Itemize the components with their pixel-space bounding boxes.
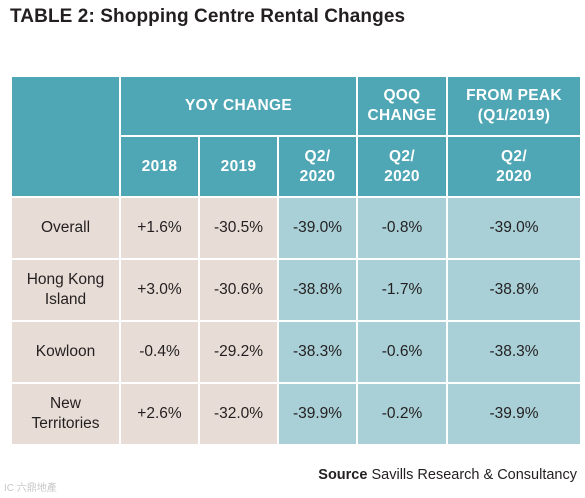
cell-from-peak: -39.0% xyxy=(446,196,582,260)
watermark-logo: IC 六鼎地產 xyxy=(4,483,57,494)
header-qoq-q2-2020: Q2/ 2020 xyxy=(356,135,448,198)
rental-changes-table: YOY CHANGE QOQ CHANGE FROM PEAK (Q1/2019… xyxy=(10,75,582,446)
header-peak-line2: (Q1/2019) xyxy=(477,107,551,124)
table-row-overall: Overall +1.6% -30.5% -39.0% -0.8% -39.0% xyxy=(10,196,582,260)
row-label: Hong Kong Island xyxy=(10,258,121,322)
header-yoy-change: YOY CHANGE xyxy=(119,75,358,137)
cell-qoq: -0.2% xyxy=(356,382,448,446)
header-qoq-line1: QOQ xyxy=(383,87,421,104)
cell-2019: -30.6% xyxy=(198,258,279,322)
cell-qoq: -1.7% xyxy=(356,258,448,322)
row-label: Overall xyxy=(10,196,121,260)
cell-from-peak: -39.9% xyxy=(446,382,582,446)
table-row-kowloon: Kowloon -0.4% -29.2% -38.3% -0.6% -38.3% xyxy=(10,320,582,384)
cell-qoq: -0.8% xyxy=(356,196,448,260)
header-q2-line1: Q2/ xyxy=(304,147,331,165)
header-q2-line2: 2020 xyxy=(299,167,336,185)
row-label-line1: Kowloon xyxy=(35,343,96,360)
source-text: Savills Research & Consultancy xyxy=(367,467,577,483)
header-corner xyxy=(10,75,121,198)
row-label: New Territories xyxy=(10,382,121,446)
header-q2-line2: 2020 xyxy=(496,167,532,185)
row-label-line2: Territories xyxy=(31,415,100,432)
cell-2019: -29.2% xyxy=(198,320,279,384)
header-peak-line1: FROM PEAK xyxy=(466,87,562,104)
cell-yoy-q2-2020: -39.9% xyxy=(277,382,358,446)
cell-2018: +3.0% xyxy=(119,258,200,322)
cell-2019: -30.5% xyxy=(198,196,279,260)
table-row-new-territories: New Territories +2.6% -32.0% -39.9% -0.2… xyxy=(10,382,582,446)
source-note: Source Savills Research & Consultancy xyxy=(318,467,577,483)
header-2019: 2019 xyxy=(198,135,279,198)
cell-2018: +1.6% xyxy=(119,196,200,260)
header-from-peak: FROM PEAK (Q1/2019) xyxy=(446,75,582,137)
header-q2-line2: 2020 xyxy=(384,167,420,185)
header-peak-q2-2020: Q2/ 2020 xyxy=(446,135,582,198)
cell-yoy-q2-2020: -38.3% xyxy=(277,320,358,384)
header-q2-line1: Q2/ xyxy=(389,147,415,165)
header-row-2: 2018 2019 Q2/ 2020 Q2/ 2020 Q2/ 2020 xyxy=(11,135,582,198)
cell-qoq: -0.6% xyxy=(356,320,448,384)
cell-yoy-q2-2020: -39.0% xyxy=(277,196,358,260)
cell-2018: -0.4% xyxy=(119,320,200,384)
cell-2019: -32.0% xyxy=(198,382,279,446)
header-q2-line1: Q2/ xyxy=(501,147,527,165)
source-label: Source xyxy=(318,467,368,483)
row-label-line1: Hong Kong xyxy=(26,271,105,288)
row-label: Kowloon xyxy=(10,320,121,384)
header-2018: 2018 xyxy=(119,135,200,198)
header-qoq-change: QOQ CHANGE xyxy=(356,75,448,137)
row-label-line1: New xyxy=(49,395,81,412)
cell-from-peak: -38.3% xyxy=(446,320,582,384)
cell-2018: +2.6% xyxy=(119,382,200,446)
header-yoy-q2-2020: Q2/ 2020 xyxy=(277,135,358,198)
cell-yoy-q2-2020: -38.8% xyxy=(277,258,358,322)
row-label-line1: Overall xyxy=(40,219,91,236)
header-row-1: YOY CHANGE QOQ CHANGE FROM PEAK (Q1/2019… xyxy=(10,75,582,198)
row-label-line2: Island xyxy=(44,291,87,308)
cell-from-peak: -38.8% xyxy=(446,258,582,322)
table-title: TABLE 2: Shopping Centre Rental Changes xyxy=(10,6,406,27)
table-row-hong-kong-island: Hong Kong Island +3.0% -30.6% -38.8% -1.… xyxy=(10,258,582,322)
header-qoq-line2: CHANGE xyxy=(367,107,437,124)
